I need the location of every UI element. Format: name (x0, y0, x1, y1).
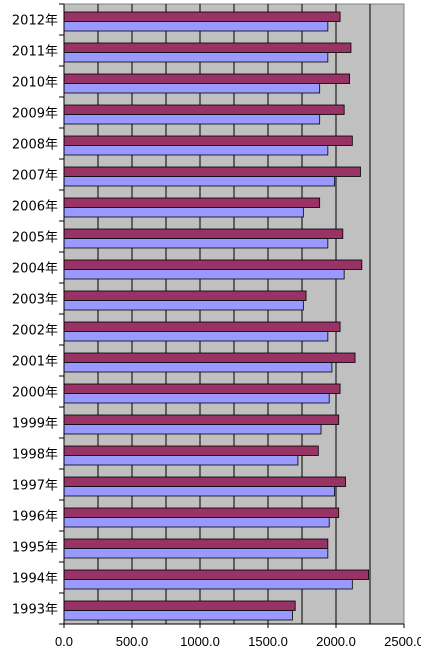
bar (63, 259, 363, 270)
bar (63, 290, 307, 301)
bar (63, 538, 329, 549)
bar (63, 83, 321, 94)
category-label: 2008年 (12, 138, 58, 153)
bar (63, 176, 336, 187)
bar (63, 383, 341, 394)
category-label: 2006年 (12, 200, 58, 215)
category-label: 2011年 (12, 45, 58, 60)
bar (63, 424, 322, 435)
value-tick-label: 500.0 (116, 634, 149, 649)
category-label: 1998年 (12, 448, 58, 463)
bar (63, 507, 340, 518)
category-label: 2002年 (12, 324, 58, 339)
bar (63, 269, 345, 280)
bar (63, 52, 329, 63)
bar (63, 145, 329, 156)
category-label: 2012年 (12, 14, 58, 29)
bar (63, 445, 319, 456)
bar (63, 135, 353, 146)
bar (63, 166, 361, 177)
bar (63, 455, 299, 466)
category-label: 2010年 (12, 76, 58, 91)
bar (63, 321, 341, 332)
bar (63, 393, 330, 404)
bar (63, 600, 296, 611)
value-axis: 0.0 500.0 1000.0 1500.0 2000.0 2500.0 (55, 623, 421, 649)
bar (63, 610, 293, 621)
bar (63, 579, 353, 590)
category-label: 1997年 (12, 479, 58, 494)
category-label: 2000年 (12, 386, 58, 401)
category-label: 1994年 (12, 572, 58, 587)
category-label: 1996年 (12, 510, 58, 525)
category-label: 1993年 (12, 603, 58, 618)
bar (63, 228, 344, 239)
bar (63, 414, 340, 425)
category-axis: 2012年 2011年 2010年 2009年 2008年 2007年 2006年 2005年… (12, 3, 65, 625)
bar (63, 114, 321, 125)
bar (63, 104, 345, 115)
bar (63, 569, 370, 580)
bar (63, 73, 351, 84)
category-label: 2004年 (12, 262, 58, 277)
bar (63, 21, 329, 32)
bar (63, 11, 341, 22)
category-label: 2009年 (12, 107, 58, 122)
bar (63, 517, 330, 528)
bar (63, 207, 304, 218)
category-label: 2001年 (12, 355, 58, 370)
bar (63, 197, 321, 208)
bar (63, 362, 333, 373)
bar (63, 238, 329, 249)
bar (63, 300, 304, 311)
bars (63, 11, 370, 621)
value-tick-label: 2000.0 (316, 634, 356, 649)
value-tick-label: 0.0 (55, 634, 73, 649)
bar (63, 476, 346, 487)
category-label: 2003年 (12, 293, 58, 308)
category-label: 2007年 (12, 169, 58, 184)
bar (63, 352, 356, 363)
value-tick-label: 2500.0 (384, 634, 421, 649)
value-tick-label: 1500.0 (248, 634, 288, 649)
value-tick-label: 1000.0 (180, 634, 220, 649)
bar (63, 331, 329, 342)
bar (63, 548, 329, 559)
bar (63, 486, 336, 497)
category-label: 1999年 (12, 417, 58, 432)
category-label: 1995年 (12, 541, 58, 556)
category-label: 2005年 (12, 231, 58, 246)
bar (63, 42, 352, 53)
